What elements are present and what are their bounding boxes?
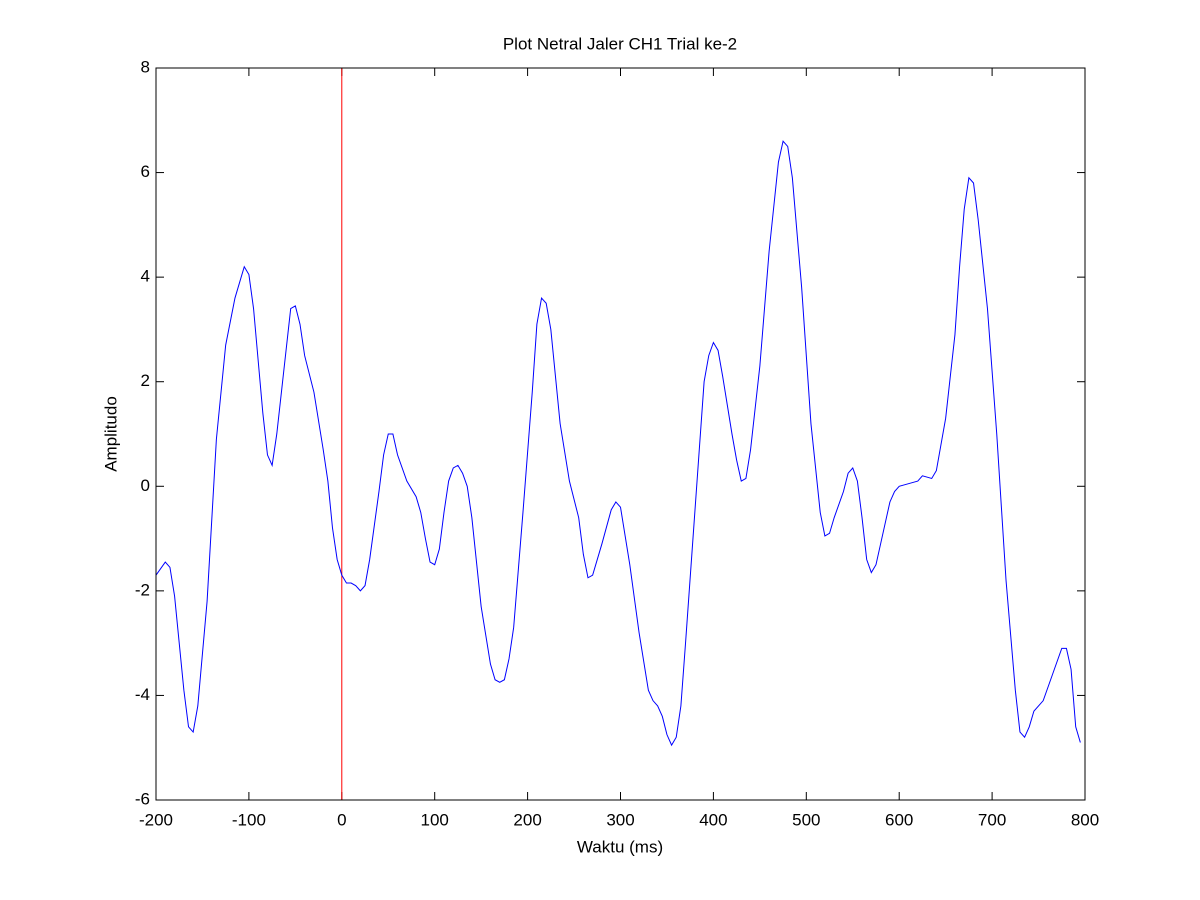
axes-box bbox=[155, 67, 1086, 801]
x-tick-label: 800 bbox=[1071, 810, 1099, 829]
x-tick-label: -100 bbox=[232, 810, 266, 829]
y-tick-label: 2 bbox=[141, 371, 150, 390]
y-tick-label: 8 bbox=[141, 57, 150, 76]
x-tick-label: 300 bbox=[606, 810, 634, 829]
x-tick-label: -200 bbox=[139, 810, 173, 829]
x-tick-label: 200 bbox=[513, 810, 541, 829]
y-tick-label: 4 bbox=[141, 267, 150, 286]
x-tick-label: 700 bbox=[978, 810, 1006, 829]
y-tick-label: 0 bbox=[141, 476, 150, 495]
x-tick-label: 500 bbox=[792, 810, 820, 829]
y-axis-label: Amplitudo bbox=[101, 396, 120, 472]
x-tick-label: 100 bbox=[421, 810, 449, 829]
y-tick-label: -4 bbox=[135, 685, 150, 704]
y-tick-label: 6 bbox=[141, 162, 150, 181]
y-tick-label: -2 bbox=[135, 580, 150, 599]
y-tick-label: -6 bbox=[135, 789, 150, 808]
x-tick-label: 0 bbox=[337, 810, 346, 829]
chart-title: Plot Netral Jaler CH1 Trial ke-2 bbox=[503, 34, 737, 53]
x-axis-label: Waktu (ms) bbox=[577, 837, 663, 856]
data-line bbox=[155, 140, 1081, 747]
x-tick-label: 400 bbox=[699, 810, 727, 829]
x-tick-label: 600 bbox=[885, 810, 913, 829]
